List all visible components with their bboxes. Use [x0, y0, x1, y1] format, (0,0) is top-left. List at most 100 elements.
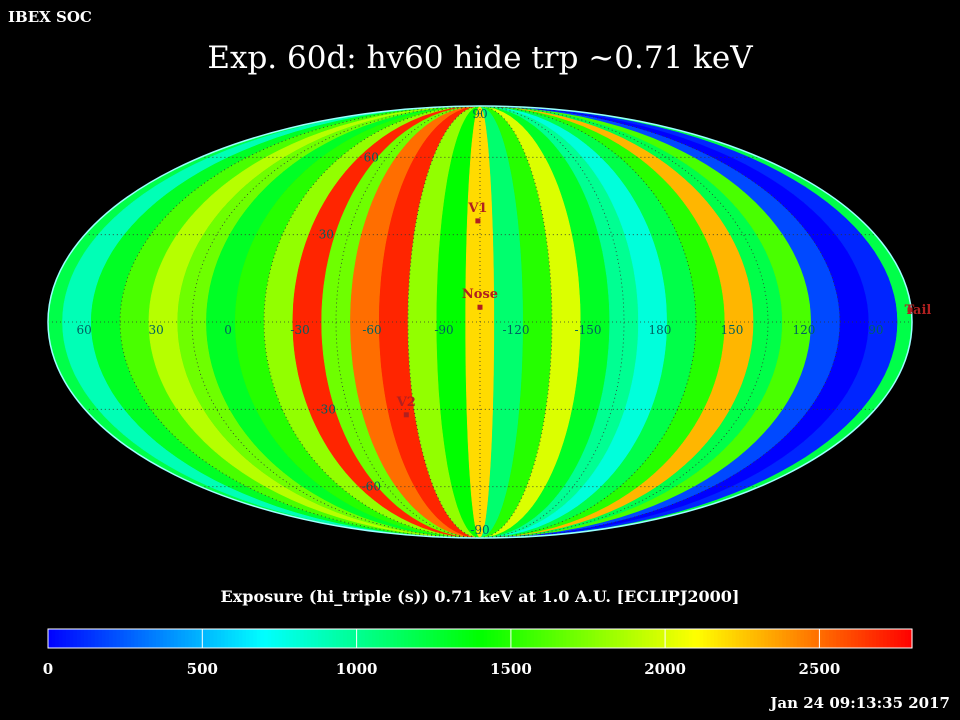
colorbar-segment	[739, 629, 744, 648]
colorbar-segment	[278, 629, 283, 648]
marker-label: Nose	[462, 287, 498, 302]
colorbar-segment	[170, 629, 175, 648]
colorbar-segment	[858, 629, 863, 648]
colorbar-segment	[606, 629, 611, 648]
colorbar-segment	[332, 629, 337, 648]
colorbar-segment	[76, 629, 81, 648]
latitude-label: -90	[470, 523, 489, 537]
colorbar-segment	[627, 629, 632, 648]
colorbar-segment	[480, 629, 485, 648]
colorbar-segment	[51, 629, 56, 648]
colorbar-segment	[246, 629, 251, 648]
colorbar-segment	[685, 629, 690, 648]
colorbar-segment	[112, 629, 117, 648]
colorbar-segment	[318, 629, 323, 648]
colorbar-segment	[55, 629, 60, 648]
colorbar-segment	[253, 629, 258, 648]
colorbar-segment	[440, 629, 445, 648]
colorbar-segment	[264, 629, 269, 648]
colorbar-segment	[534, 629, 539, 648]
colorbar-segment	[890, 629, 895, 648]
colorbar-segment	[199, 629, 204, 648]
colorbar-segment	[444, 629, 449, 648]
colorbar-segment	[807, 629, 812, 648]
colorbar-segment	[73, 629, 78, 648]
colorbar-segment	[379, 629, 384, 648]
colorbar-segment	[472, 629, 477, 648]
colorbar-segment	[638, 629, 643, 648]
colorbar-segment	[282, 629, 287, 648]
colorbar-segment	[102, 629, 107, 648]
colorbar-segment	[692, 629, 697, 648]
colorbar-segment	[476, 629, 481, 648]
colorbar-segment	[649, 629, 654, 648]
colorbar-segment	[598, 629, 603, 648]
colorbar-segment	[894, 629, 899, 648]
colorbar-segment	[404, 629, 409, 648]
colorbar-segment	[166, 629, 171, 648]
colorbar-segment	[559, 629, 564, 648]
colorbar-segment	[372, 629, 377, 648]
colorbar-segment	[498, 629, 503, 648]
colorbar-segment	[84, 629, 89, 648]
colorbar-segment	[343, 629, 348, 648]
colorbar-segment	[530, 629, 535, 648]
colorbar-segment	[285, 629, 290, 648]
colorbar-segment	[339, 629, 344, 648]
colorbar-segment	[829, 629, 834, 648]
colorbar-segment	[832, 629, 837, 648]
colorbar-segment	[120, 629, 125, 648]
colorbar-segment	[292, 629, 297, 648]
colorbar-segment	[184, 629, 189, 648]
colorbar-segment	[163, 629, 168, 648]
colorbar-segment	[620, 629, 625, 648]
colorbar-segment	[224, 629, 229, 648]
colorbar-segment	[314, 629, 319, 648]
colorbar-segment	[548, 629, 553, 648]
colorbar-segment	[397, 629, 402, 648]
colorbar-segment	[696, 629, 701, 648]
colorbar-segment	[753, 629, 758, 648]
colorbar-segment	[876, 629, 881, 648]
colorbar-segment	[210, 629, 215, 648]
colorbar-segment	[296, 629, 301, 648]
colorbar-segment	[375, 629, 380, 648]
colorbar-segment	[789, 629, 794, 648]
marker-label: V2	[396, 395, 416, 410]
marker-label: Tail	[905, 303, 932, 318]
colorbar-segment	[688, 629, 693, 648]
colorbar-tick-label: 1500	[490, 660, 532, 678]
colorbar-segment	[847, 629, 852, 648]
colorbar-segment	[645, 629, 650, 648]
marker-dot	[907, 307, 913, 313]
colorbar-segment	[501, 629, 506, 648]
meridian-line	[335, 106, 481, 538]
colorbar-segment	[386, 629, 391, 648]
colorbar-segment	[411, 629, 416, 648]
colorbar-segment	[274, 629, 279, 648]
colorbar-segment	[267, 629, 272, 648]
colorbar-segment	[188, 629, 193, 648]
colorbar-segment	[872, 629, 877, 648]
colorbar-segment	[87, 629, 92, 648]
colorbar-tick-label: 1000	[336, 660, 378, 678]
colorbar-segment	[271, 629, 276, 648]
colorbar-segment	[717, 629, 722, 648]
colorbar-segment	[364, 629, 369, 648]
colorbar-segment	[800, 629, 805, 648]
colorbar-segment	[724, 629, 729, 648]
colorbar-segment	[570, 629, 575, 648]
colorbar-segment	[483, 629, 488, 648]
colorbar-segment	[148, 629, 153, 648]
colorbar-segment	[883, 629, 888, 648]
colorbar-segment	[206, 629, 211, 648]
colorbar-segment	[634, 629, 639, 648]
colorbar-segment	[714, 629, 719, 648]
colorbar-segment	[260, 629, 265, 648]
latitude-label: 60	[364, 150, 379, 164]
colorbar-segment	[429, 629, 434, 648]
colorbar-segment	[156, 629, 161, 648]
colorbar-segment	[908, 629, 913, 648]
colorbar-segment	[310, 629, 315, 648]
colorbar-segment	[462, 629, 467, 648]
